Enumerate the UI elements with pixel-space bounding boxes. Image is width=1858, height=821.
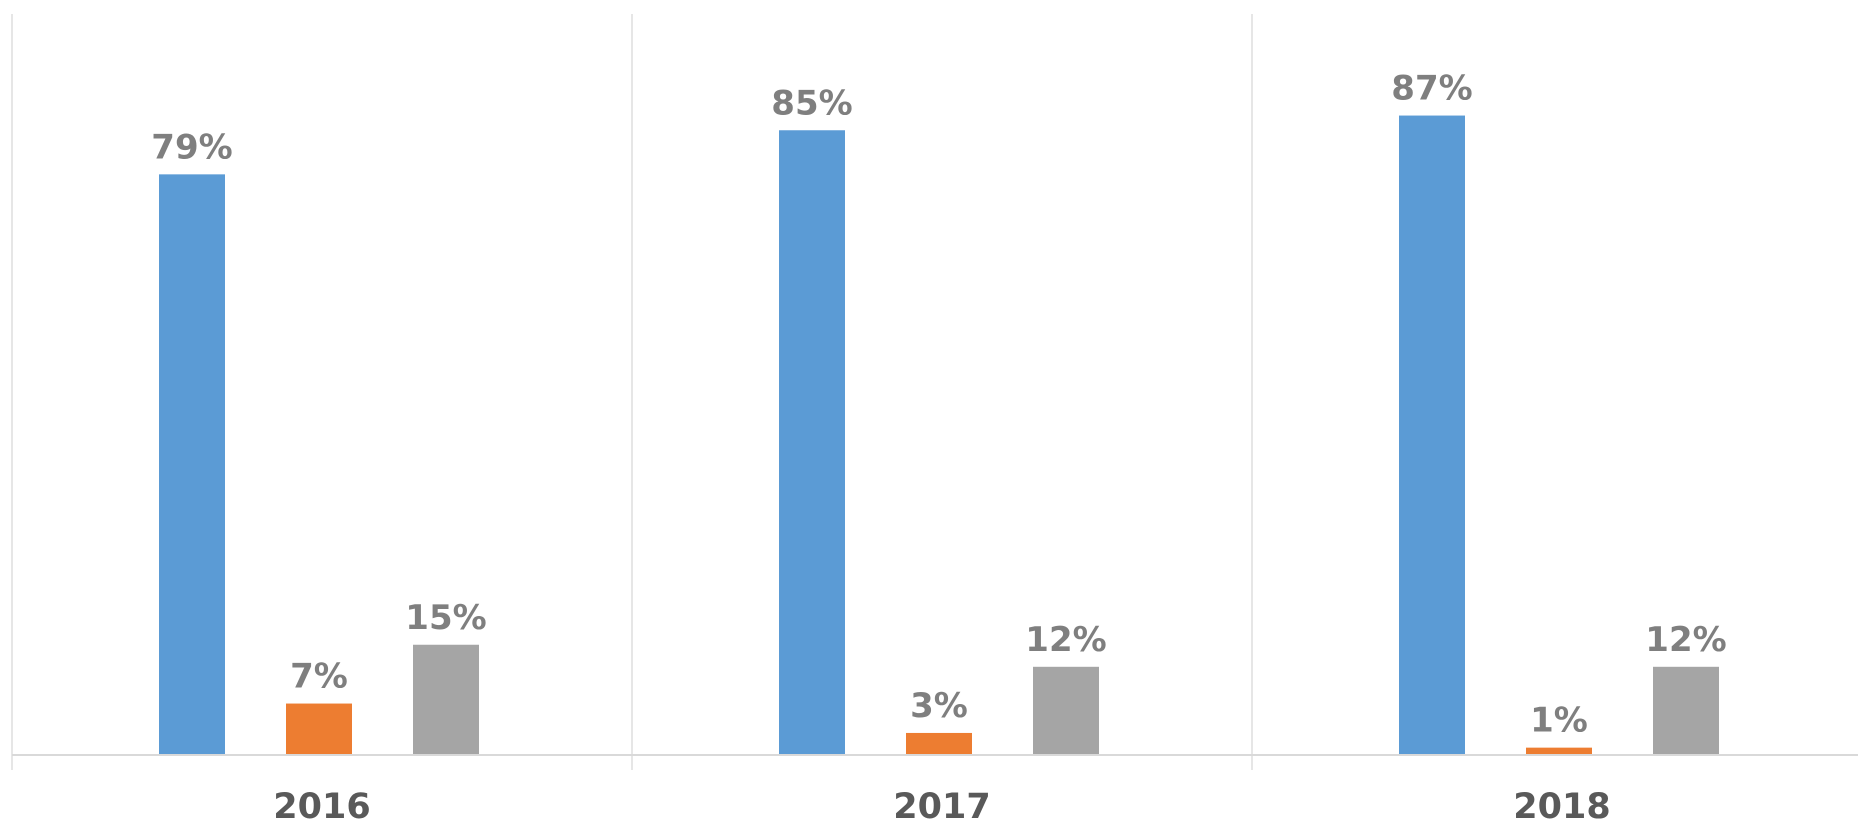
bar-2016-series-2 [286, 703, 352, 755]
data-label-2017-series-2: 3% [910, 686, 968, 726]
data-label-2016-series-1: 79% [151, 127, 232, 167]
data-label-2017-series-3: 12% [1025, 620, 1106, 660]
data-labels-group: 79% 7% 15% 85% 3% 12% 87% 1% 12% [151, 69, 1726, 741]
data-label-2016-series-2: 7% [290, 657, 348, 697]
bar-2017-series-1 [779, 130, 845, 755]
x-tick-labels-group: 2016 2017 2018 [273, 787, 1610, 821]
data-label-2018-series-1: 87% [1391, 69, 1472, 109]
bar-2018-series-1 [1399, 115, 1465, 756]
data-label-2018-series-3: 12% [1645, 620, 1726, 660]
data-label-2018-series-2: 1% [1530, 701, 1588, 741]
x-tick-label-2018: 2018 [1513, 787, 1610, 821]
bar-2018-series-2 [1526, 747, 1592, 755]
category-separators [11, 14, 1253, 770]
bar-2017-series-3 [1033, 666, 1099, 755]
bar-2018-series-3 [1653, 666, 1719, 755]
bar-2016-series-3 [413, 644, 479, 755]
x-tick-label-2017: 2017 [893, 787, 990, 821]
bar-2016-series-1 [159, 174, 225, 756]
data-label-2016-series-3: 15% [405, 598, 486, 638]
data-label-2017-series-1: 85% [771, 83, 852, 123]
bar-2017-series-2 [906, 732, 972, 755]
x-tick-label-2016: 2016 [273, 787, 370, 821]
bars-group [159, 115, 1719, 756]
